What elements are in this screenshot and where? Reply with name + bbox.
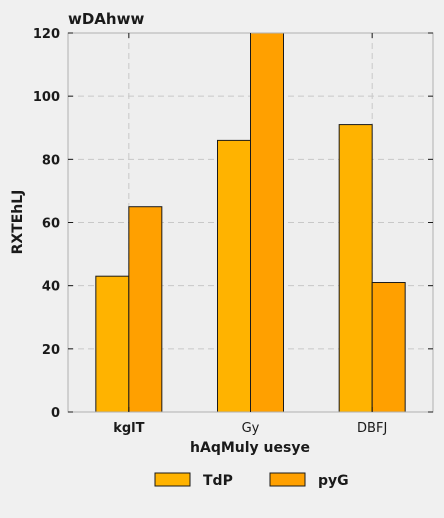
y-tick-label-1: 20	[42, 343, 60, 358]
bar-pyG-kglT	[128, 206, 163, 413]
bar-TdP-Gy	[217, 139, 251, 413]
y-tick-label-6: 120	[33, 27, 60, 42]
y-tick-label-0: 0	[51, 406, 60, 421]
legend-label-TdP: TdP	[203, 473, 233, 489]
x-tick-label-0: kglT	[113, 421, 144, 436]
legend-label-pyG: pyG	[318, 473, 349, 489]
legend-swatch-TdP	[154, 472, 191, 487]
chart-title: wDAhww	[68, 10, 144, 28]
x-tick-label-1: Gy	[242, 421, 260, 436]
legend: TdP pyG	[154, 472, 349, 489]
y-tick-label-3: 60	[42, 217, 60, 232]
legend-swatch-pyG	[269, 472, 306, 487]
y-tick-label-4: 80	[42, 153, 60, 168]
bar-pyG-DBFJ	[371, 282, 406, 413]
y-tick-label-2: 40	[42, 280, 60, 295]
x-tick-label-2: DBFJ	[357, 421, 387, 436]
bar-pyG-Gy	[250, 32, 284, 413]
x-axis-label: hAqMuly uesye	[190, 440, 310, 456]
bar-TdP-DBFJ	[338, 124, 373, 413]
y-axis-label: RXTEhLJ	[10, 190, 26, 255]
ticks-layer: 0 20 40 60 80 100 120 kglT Gy DBFJ	[33, 27, 433, 436]
y-tick-label-5: 100	[33, 90, 60, 105]
bar-TdP-kglT	[95, 275, 130, 413]
